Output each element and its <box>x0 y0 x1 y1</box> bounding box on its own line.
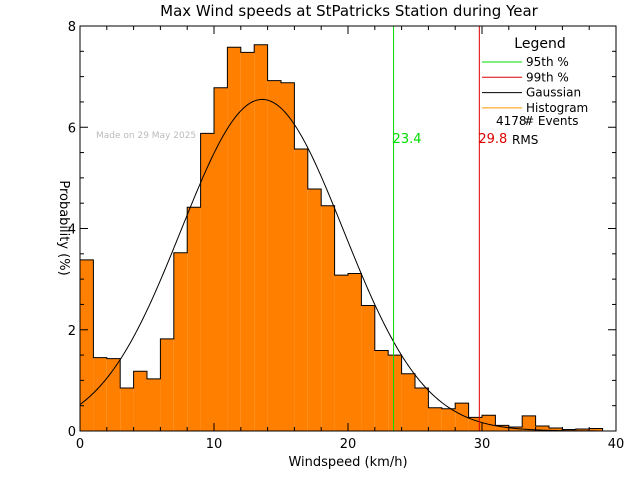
histogram-bar <box>294 149 308 432</box>
y-tick-label: 4 <box>68 223 76 238</box>
x-tick-label: 40 <box>608 437 625 452</box>
histogram-bar <box>415 387 429 431</box>
histogram-bar <box>214 87 228 431</box>
axes-ticks: 0 10 20 30 40 0 2 4 6 8 <box>68 20 625 452</box>
histogram-bar <box>455 403 469 431</box>
histogram-bar <box>482 415 496 431</box>
histogram-bar <box>200 133 214 431</box>
x-tick-label: 30 <box>474 437 491 452</box>
histogram-bar <box>254 44 268 431</box>
histogram-bar <box>495 425 509 431</box>
legend-title: Legend <box>514 36 565 52</box>
legend-entry-label: 99th % <box>526 70 569 84</box>
legend-entry-label: 95th % <box>526 55 569 69</box>
gaussian-curve <box>79 98 617 432</box>
x-tick-label: 0 <box>76 437 84 452</box>
histogram-bar <box>549 427 563 431</box>
histogram-bar <box>441 408 456 431</box>
histogram-bar <box>307 189 322 431</box>
rms-label: RMS <box>512 133 538 147</box>
histogram-bar <box>227 47 241 431</box>
x-tick-label: 20 <box>340 437 357 452</box>
histogram-bar <box>334 275 348 431</box>
percentile-95-value: 23.4 <box>393 132 422 147</box>
legend-entry-label: Gaussian <box>526 86 581 100</box>
histogram-bar <box>374 350 389 431</box>
histogram-bar <box>173 252 188 431</box>
watermark-text: Made on 29 May 2025 <box>96 131 196 141</box>
histogram-bar <box>120 387 134 431</box>
histogram-bar <box>321 205 335 431</box>
histogram-bar <box>240 52 255 431</box>
x-axis-label: Windspeed (km/h) <box>288 455 407 470</box>
histogram-bar <box>589 428 603 431</box>
histogram-bar <box>187 207 201 431</box>
y-tick-label: 6 <box>68 121 76 136</box>
y-tick-label: 2 <box>68 324 76 339</box>
x-tick-label: 10 <box>206 437 223 452</box>
histogram-bar <box>267 80 281 432</box>
events-label: # Events <box>524 114 579 128</box>
histogram-bar <box>428 407 442 431</box>
histogram-bar <box>575 428 590 431</box>
histogram-bar <box>147 378 161 431</box>
histogram-bar <box>93 357 107 431</box>
y-axis-label: Probability (%) <box>56 180 71 275</box>
histogram-bar <box>401 373 415 431</box>
histogram-bar <box>133 371 147 431</box>
events-count: 4178 <box>496 114 527 128</box>
histogram-bar <box>535 425 549 431</box>
histogram-bar <box>348 273 362 431</box>
histogram-bar <box>106 358 121 431</box>
chart-title: Max Wind speeds at StPatricks Station du… <box>160 2 539 20</box>
histogram-bar <box>160 338 174 431</box>
histogram-bar <box>80 259 94 431</box>
y-tick-label: 8 <box>68 20 76 35</box>
histogram-bars <box>79 44 616 432</box>
histogram-bar <box>281 82 295 431</box>
histogram-outline <box>79 44 616 432</box>
y-tick-label: 0 <box>68 425 76 440</box>
legend-entry-label: Histogram <box>526 101 588 115</box>
histogram-bar <box>522 415 536 431</box>
histogram-bar <box>388 355 402 431</box>
histogram-bar <box>361 305 375 431</box>
histogram-bar <box>468 417 482 431</box>
percentile-99-value: 29.8 <box>478 132 507 147</box>
